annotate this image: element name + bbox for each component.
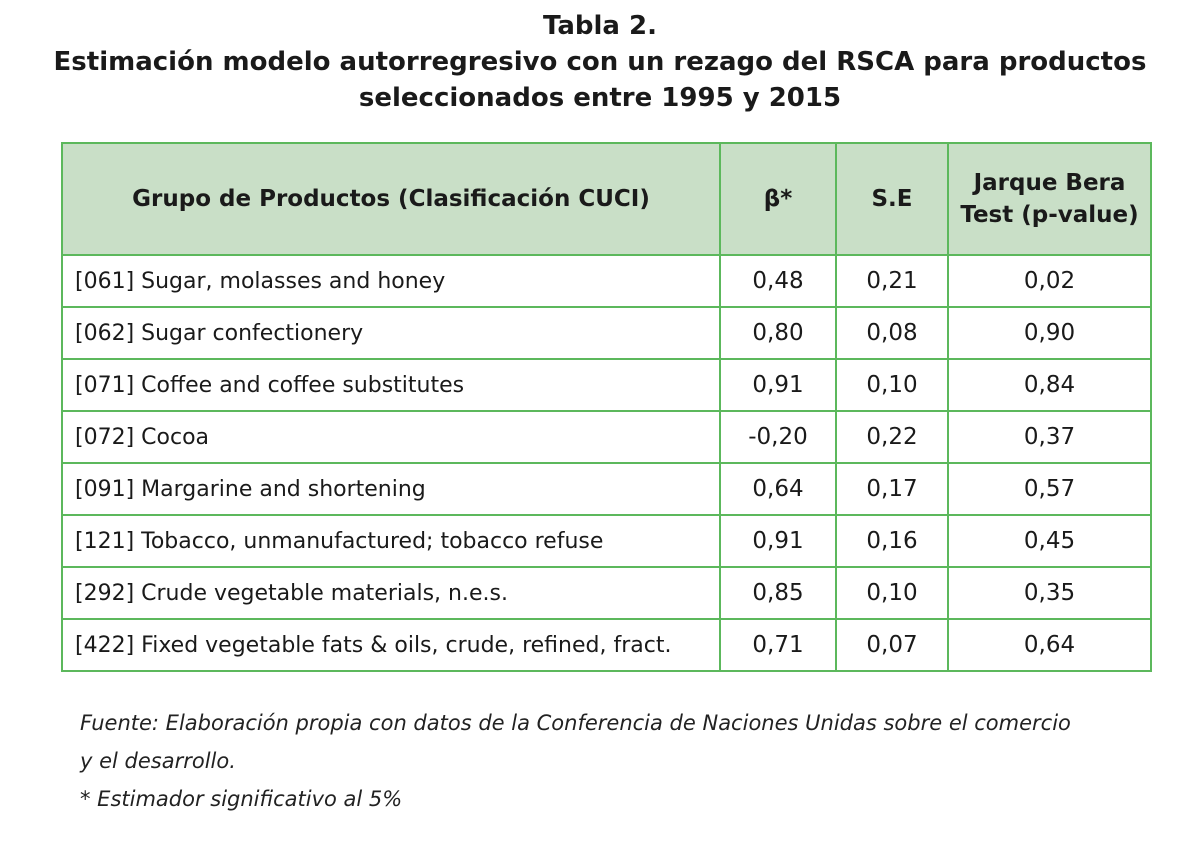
table-row: [292] Crude vegetable materials, n.e.s. … — [61, 566, 1152, 620]
header-jarque-bera: Jarque Bera Test (p-value) — [947, 142, 1152, 256]
beta-cell: 0,85 — [719, 566, 837, 620]
jb-pvalue-cell: 0,84 — [947, 358, 1152, 412]
table-footnotes: Fuente: Elaboración propia con datos de … — [80, 704, 1170, 818]
header-beta: β* — [719, 142, 837, 256]
jb-pvalue-cell: 0,90 — [947, 306, 1152, 360]
se-cell: 0,08 — [835, 306, 949, 360]
product-name-cell: [091] Margarine and shortening — [61, 462, 721, 516]
table-row: [121] Tobacco, unmanufactured; tobacco r… — [61, 514, 1152, 568]
regression-table: Grupo de Productos (Clasificación CUCI) … — [61, 142, 1152, 672]
table-row: [072] Cocoa -0,20 0,22 0,37 — [61, 410, 1152, 464]
se-cell: 0,21 — [835, 254, 949, 308]
beta-cell: -0,20 — [719, 410, 837, 464]
source-note-line-2: y el desarrollo. — [80, 749, 236, 773]
beta-cell: 0,91 — [719, 358, 837, 412]
se-cell: 0,10 — [835, 358, 949, 412]
jb-pvalue-cell: 0,57 — [947, 462, 1152, 516]
se-cell: 0,17 — [835, 462, 949, 516]
beta-cell: 0,80 — [719, 306, 837, 360]
product-name-cell: [422] Fixed vegetable fats & oils, crude… — [61, 618, 721, 672]
title-number: Tabla 2. — [542, 11, 658, 41]
title-description-line-1: Estimación modelo autorregresivo con un … — [53, 47, 1147, 77]
se-cell: 0,07 — [835, 618, 949, 672]
beta-cell: 0,71 — [719, 618, 837, 672]
significance-note: * Estimador significativo al 5% — [80, 787, 403, 811]
se-cell: 0,10 — [835, 566, 949, 620]
beta-cell: 0,64 — [719, 462, 837, 516]
source-note-line-1: Fuente: Elaboración propia con datos de … — [80, 711, 1071, 735]
header-product-group: Grupo de Productos (Clasificación CUCI) — [61, 142, 721, 256]
product-name-cell: [292] Crude vegetable materials, n.e.s. — [61, 566, 721, 620]
product-name-cell: [071] Coffee and coffee substitutes — [61, 358, 721, 412]
jb-pvalue-cell: 0,37 — [947, 410, 1152, 464]
product-name-cell: [121] Tobacco, unmanufactured; tobacco r… — [61, 514, 721, 568]
se-cell: 0,16 — [835, 514, 949, 568]
product-name-cell: [061] Sugar, molasses and honey — [61, 254, 721, 308]
beta-cell: 0,48 — [719, 254, 837, 308]
jb-pvalue-cell: 0,45 — [947, 514, 1152, 568]
se-cell: 0,22 — [835, 410, 949, 464]
jb-pvalue-cell: 0,64 — [947, 618, 1152, 672]
table-row: [062] Sugar confectionery 0,80 0,08 0,90 — [61, 306, 1152, 360]
beta-cell: 0,91 — [719, 514, 837, 568]
table-row: [071] Coffee and coffee substitutes 0,91… — [61, 358, 1152, 412]
table-row: [422] Fixed vegetable fats & oils, crude… — [61, 618, 1152, 672]
jb-pvalue-cell: 0,35 — [947, 566, 1152, 620]
title-description-line-2: seleccionados entre 1995 y 2015 — [358, 83, 842, 113]
header-standard-error: S.E — [835, 142, 949, 256]
product-name-cell: [072] Cocoa — [61, 410, 721, 464]
table-row: [091] Margarine and shortening 0,64 0,17… — [61, 462, 1152, 516]
table-header-row: Grupo de Productos (Clasificación CUCI) … — [61, 142, 1152, 256]
table-row: [061] Sugar, molasses and honey 0,48 0,2… — [61, 254, 1152, 308]
product-name-cell: [062] Sugar confectionery — [61, 306, 721, 360]
jb-pvalue-cell: 0,02 — [947, 254, 1152, 308]
table-title: Tabla 2. Estimación modelo autorregresiv… — [0, 8, 1200, 116]
